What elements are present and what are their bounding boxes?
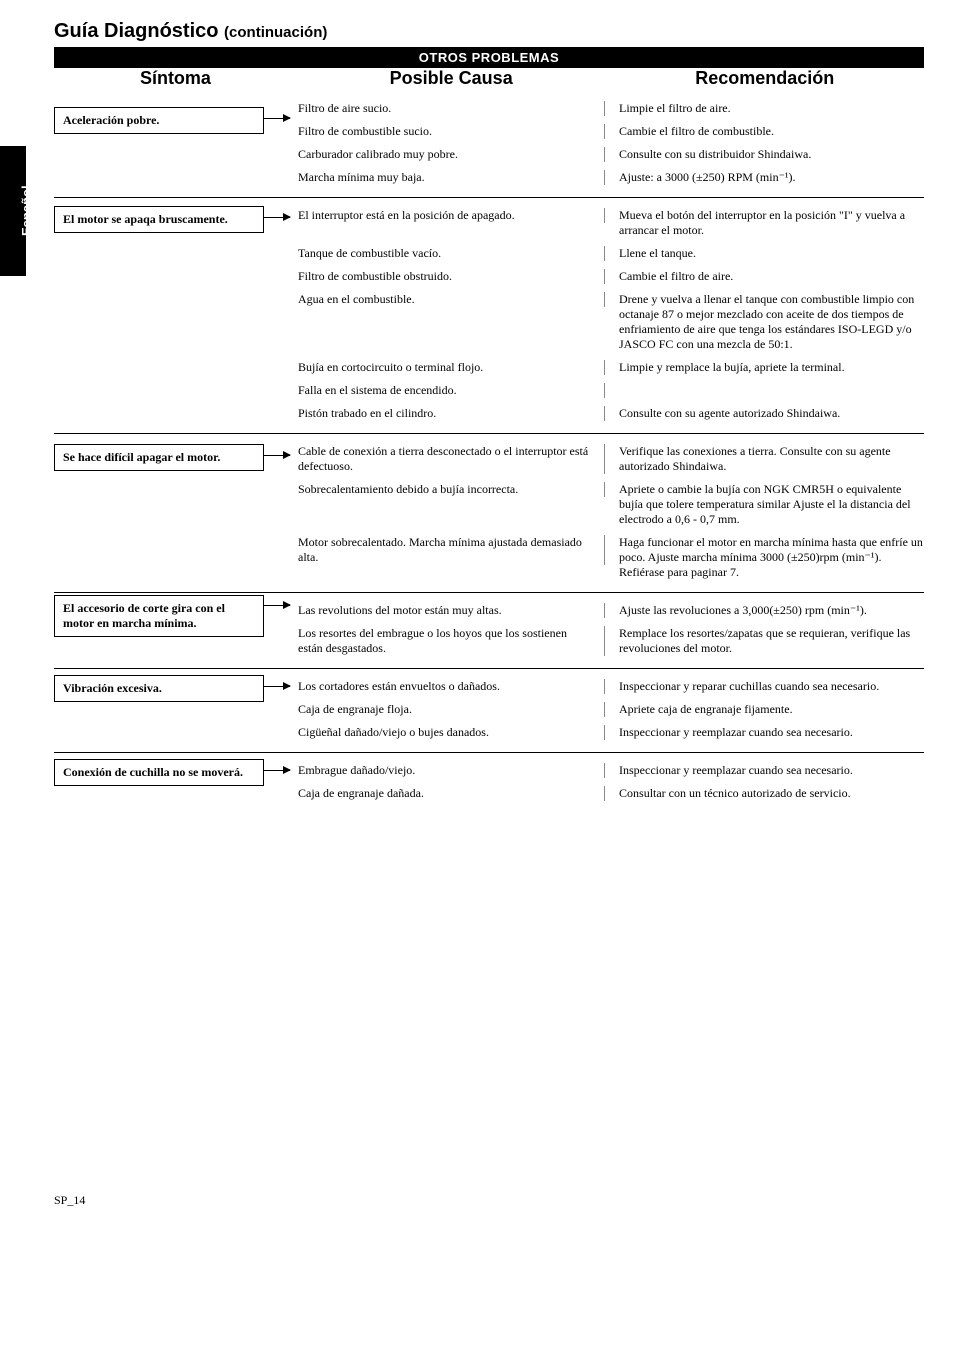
col-header-sintoma: Síntoma <box>54 68 297 89</box>
page-title-continuation: (continuación) <box>224 24 327 41</box>
symptom-box: Aceleración pobre. <box>54 107 264 134</box>
diagnostic-section: Conexión de cuchilla no se moverá. Embrag… <box>54 753 924 813</box>
cause-text: Motor sobrecalentado. Marcha mínima ajus… <box>298 535 605 565</box>
col-header-causa: Posible Causa <box>297 68 606 89</box>
diagnostic-row: Filtro de combustible obstruido.Cambie e… <box>298 265 924 288</box>
cause-text: Tanque de combustible vacío. <box>298 246 605 261</box>
diagnostic-row: Carburador calibrado muy pobre.Consulte … <box>298 143 924 166</box>
rows-container: Filtro de aire sucio.Limpie el filtro de… <box>298 97 924 189</box>
recommendation-text: Ajuste las revoluciones a 3,000(±250) rp… <box>605 603 924 618</box>
cause-text: Agua en el combustible. <box>298 292 605 307</box>
cause-text: Carburador calibrado muy pobre. <box>298 147 605 162</box>
cause-text: Pistón trabado en el cilindro. <box>298 406 605 421</box>
recommendation-text: Drene y vuelva a llenar el tanque con co… <box>605 292 924 352</box>
arrow-icon <box>264 217 290 218</box>
diagnostic-row: Marcha mínima muy baja.Ajuste: a 3000 (±… <box>298 166 924 189</box>
arrow-icon <box>264 455 290 456</box>
recommendation-text: Inspeccionar y reemplazar cuando sea nec… <box>605 725 924 740</box>
recommendation-text: Ajuste: a 3000 (±250) RPM (min⁻¹). <box>605 170 924 185</box>
page-title-main: Guía Diagnóstico <box>54 20 218 42</box>
diagnostic-row: Sobrecalentamiento debido a bujía incorr… <box>298 478 924 531</box>
cause-text: Filtro de combustible sucio. <box>298 124 605 139</box>
diagnostic-row: Caja de engranaje dañada.Consultar con u… <box>298 782 924 805</box>
symptom-box: El motor se apaqa bruscamente. <box>54 206 264 233</box>
recommendation-text: Apriete o cambie la bujía con NGK CMR5H … <box>605 482 924 527</box>
recommendation-text: Inspeccionar y reparar cuchillas cuando … <box>605 679 924 694</box>
recommendation-text: Apriete caja de engranaje fijamente. <box>605 702 924 717</box>
cause-text: Caja de engranaje dañada. <box>298 786 605 801</box>
cause-text: Filtro de aire sucio. <box>298 101 605 116</box>
cause-text: Filtro de combustible obstruido. <box>298 269 605 284</box>
recommendation-text: Consulte con su distribuidor Shindaiwa. <box>605 147 924 162</box>
arrow-icon <box>264 770 290 771</box>
column-headers: Síntoma Posible Causa Recomendación <box>54 68 924 89</box>
diagnostic-row: Las revolutions del motor están muy alta… <box>298 599 924 622</box>
diagnostic-row: Los cortadores están envueltos o dañados… <box>298 675 924 698</box>
arrow-icon <box>264 605 290 606</box>
recommendation-text: Cambie el filtro de combustible. <box>605 124 924 139</box>
recommendation-text: Consultar con un técnico autorizado de s… <box>605 786 924 801</box>
cause-text: Caja de engranaje floja. <box>298 702 605 717</box>
cause-text: Cable de conexión a tierra desconectado … <box>298 444 605 474</box>
rows-container: El interruptor está en la posición de ap… <box>298 204 924 425</box>
arrow-icon <box>264 686 290 687</box>
recommendation-text: Verifique las conexiones a tierra. Consu… <box>605 444 924 474</box>
rows-container: Cable de conexión a tierra desconectado … <box>298 440 924 584</box>
diagnostic-section: Aceleración pobre. Filtro de aire sucio.L… <box>54 91 924 198</box>
language-tab-label: Español <box>19 185 34 236</box>
page-title: Guía Diagnóstico (continuación) <box>54 20 924 43</box>
recommendation-text: Limpie el filtro de aire. <box>605 101 924 116</box>
diagnostic-section: Se hace difícil apagar el motor. Cable de… <box>54 434 924 593</box>
diagnostic-row: Motor sobrecalentado. Marcha mínima ajus… <box>298 531 924 584</box>
diagnostic-section: El accesorio de corte gira con el motor … <box>54 593 924 669</box>
diagnostic-row: Embrague dañado/viejo.Inspeccionar y ree… <box>298 759 924 782</box>
symptom-box: Se hace difícil apagar el motor. <box>54 444 264 471</box>
recommendation-text: Mueva el botón del interruptor en la pos… <box>605 208 924 238</box>
rows-container: Las revolutions del motor están muy alta… <box>298 599 924 660</box>
cause-text: Bujía en cortocircuito o terminal flojo. <box>298 360 605 375</box>
cause-text: Las revolutions del motor están muy alta… <box>298 603 605 618</box>
recommendation-text: Haga funcionar el motor en marcha mínima… <box>605 535 924 580</box>
diagnostic-row: Filtro de combustible sucio.Cambie el fi… <box>298 120 924 143</box>
col-header-reco: Recomendación <box>605 68 924 89</box>
recommendation-text: Llene el tanque. <box>605 246 924 261</box>
language-tab: Español <box>0 146 26 276</box>
section-header-bar: OTROS PROBLEMAS <box>54 47 924 68</box>
cause-text: Los resortes del embrague o los hoyos qu… <box>298 626 605 656</box>
symptom-box: Conexión de cuchilla no se moverá. <box>54 759 264 786</box>
page-number: SP_14 <box>54 1193 924 1208</box>
diagnostic-row: Cable de conexión a tierra desconectado … <box>298 440 924 478</box>
diagnostic-row: Los resortes del embrague o los hoyos qu… <box>298 622 924 660</box>
recommendation-text: Cambie el filtro de aire. <box>605 269 924 284</box>
diagnostic-row: Tanque de combustible vacío.Llene el tan… <box>298 242 924 265</box>
symptom-box: Vibración excesiva. <box>54 675 264 702</box>
diagnostic-section: El motor se apaqa bruscamente. El interru… <box>54 198 924 434</box>
diagnostic-section: Vibración excesiva. Los cortadores están … <box>54 669 924 753</box>
recommendation-text: Limpie y remplace la bujía, apriete la t… <box>605 360 924 375</box>
arrow-icon <box>264 118 290 119</box>
diagnostic-row: Agua en el combustible.Drene y vuelva a … <box>298 288 924 356</box>
rows-container: Los cortadores están envueltos o dañados… <box>298 675 924 744</box>
symptom-box: El accesorio de corte gira con el motor … <box>54 595 264 637</box>
recommendation-text: Consulte con su agente autorizado Shinda… <box>605 406 924 421</box>
cause-text: Los cortadores están envueltos o dañados… <box>298 679 605 694</box>
cause-text: El interruptor está en la posición de ap… <box>298 208 605 223</box>
diagnostic-row: El interruptor está en la posición de ap… <box>298 204 924 242</box>
rows-container: Embrague dañado/viejo.Inspeccionar y ree… <box>298 759 924 805</box>
cause-text: Cigüeñal dañado/viejo o bujes danados. <box>298 725 605 740</box>
cause-text: Sobrecalentamiento debido a bujía incorr… <box>298 482 605 497</box>
diagnostic-row: Falla en el sistema de encendido. <box>298 379 924 402</box>
recommendation-text: Remplace los resortes/zapatas que se req… <box>605 626 924 656</box>
diagnostic-row: Cigüeñal dañado/viejo o bujes danados.In… <box>298 721 924 744</box>
recommendation-text: Inspeccionar y reemplazar cuando sea nec… <box>605 763 924 778</box>
cause-text: Falla en el sistema de encendido. <box>298 383 605 398</box>
diagnostic-row: Caja de engranaje floja.Apriete caja de … <box>298 698 924 721</box>
cause-text: Embrague dañado/viejo. <box>298 763 605 778</box>
diagnostic-row: Bujía en cortocircuito o terminal flojo.… <box>298 356 924 379</box>
cause-text: Marcha mínima muy baja. <box>298 170 605 185</box>
diagnostic-row: Filtro de aire sucio.Limpie el filtro de… <box>298 97 924 120</box>
diagnostic-row: Pistón trabado en el cilindro.Consulte c… <box>298 402 924 425</box>
